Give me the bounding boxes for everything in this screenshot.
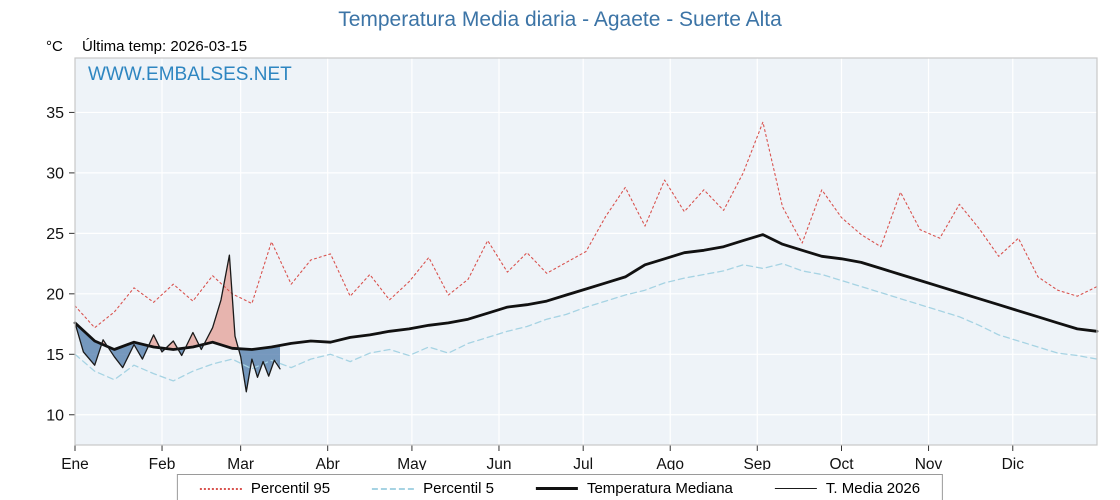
x-tick-label: Nov	[915, 456, 943, 470]
x-tick-label: Oct	[829, 456, 854, 470]
legend-item-percentil-5: Percentil 5	[372, 480, 494, 497]
legend-label-mediana: Temperatura Mediana	[586, 480, 733, 497]
legend-sample-t-media-2026	[774, 488, 817, 489]
legend-label-t-media-2026: T. Media 2026	[825, 480, 921, 497]
plot-border	[74, 57, 1098, 446]
y-tick-label: 20	[46, 286, 64, 303]
y-tick-label: 35	[46, 105, 64, 122]
fill-above-median	[185, 332, 200, 348]
temperature-chart: 10 15 20 25 30 35 Ene Feb Mar Abr May Jun Jul Ago Sep O…	[46, 57, 1099, 470]
chart-title: Temperatura Media diaria - Agaete - Suer…	[338, 8, 782, 31]
legend: Percentil 95 Percentil 5 Temperatura Med…	[176, 474, 944, 500]
series-line-temperatura-mediana	[73, 233, 1099, 351]
x-tick-label: May	[397, 456, 427, 470]
x-tick-label: Dic	[1002, 456, 1025, 470]
x-tick-label: Sep	[743, 456, 771, 470]
x-tick-label: Mar	[227, 456, 254, 470]
x-tick-label: Abr	[316, 456, 340, 470]
fill-above-median	[165, 341, 178, 350]
series-line-percentil-5	[74, 262, 1098, 382]
legend-label-percentil-95: Percentil 95	[250, 480, 331, 497]
y-axis-unit-label: °C	[46, 38, 63, 55]
x-tick-label: Feb	[149, 456, 176, 470]
x-tick-label: Jul	[573, 456, 593, 470]
legend-item-percentil-95: Percentil 95	[199, 480, 331, 497]
y-tick-label: 30	[46, 165, 64, 182]
fill-below-median	[75, 322, 102, 366]
x-tick-label: Jun	[486, 456, 511, 470]
legend-sample-mediana	[535, 487, 578, 490]
watermark: WWW.EMBALSES.NET	[88, 64, 292, 85]
fill-below-median	[238, 345, 280, 392]
y-tick-label: 15	[46, 347, 64, 364]
legend-sample-percentil-95	[199, 487, 242, 490]
legend-item-mediana: Temperatura Mediana	[535, 480, 733, 497]
x-tick-label: Ago	[656, 456, 684, 470]
fill-above-median	[204, 255, 239, 349]
legend-item-t-media-2026: T. Media 2026	[774, 480, 921, 497]
last-temp-label: Última temp: 2026-03-15	[82, 38, 248, 55]
x-tick-label: Ene	[61, 456, 89, 470]
legend-sample-percentil-5	[372, 487, 415, 490]
legend-label-percentil-5: Percentil 5	[423, 480, 494, 497]
y-tick-label: 10	[46, 407, 64, 424]
y-tick-label: 25	[46, 226, 64, 243]
series-line-percentil-95	[74, 121, 1098, 329]
series-line-t-media-2026	[74, 254, 281, 393]
fill-above-median	[148, 334, 160, 348]
